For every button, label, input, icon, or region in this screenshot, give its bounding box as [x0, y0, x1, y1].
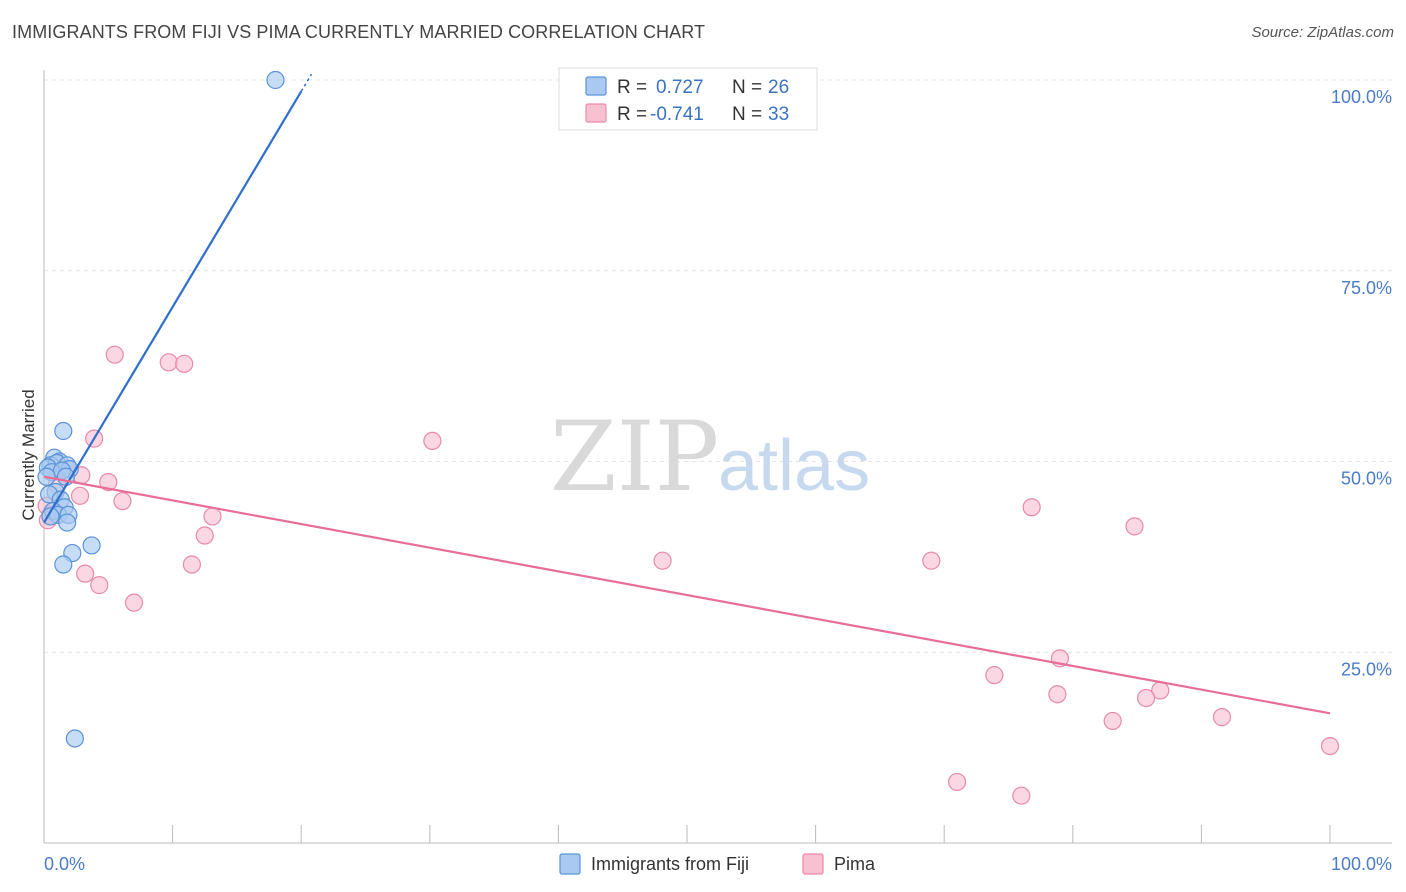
pima-point — [195, 526, 214, 545]
legend-swatch-pima — [585, 103, 607, 123]
pima-point — [1022, 498, 1041, 517]
pima-point — [203, 507, 222, 526]
trend-layer — [43, 73, 1331, 715]
chart-source: Source: ZipAtlas.com — [1251, 24, 1394, 41]
pima-point — [1320, 736, 1340, 756]
axis-layer — [43, 70, 1392, 844]
bottom-legend-swatch-fiji — [559, 853, 581, 875]
pima-point — [947, 772, 967, 792]
fiji-point — [54, 421, 73, 441]
fiji-point — [58, 513, 77, 532]
pima-point — [90, 576, 109, 595]
pima-point — [1103, 711, 1122, 731]
x-tick-label: 0.0% — [44, 854, 85, 874]
legend-box: R = 0.727 N = 26 R = -0.741 N = 33 — [558, 67, 818, 131]
pima-trend-line — [43, 475, 1331, 715]
x-tick-label: 100.0% — [1331, 854, 1392, 874]
pima-point — [922, 551, 941, 570]
pima-point — [159, 353, 178, 372]
fiji-point — [65, 729, 84, 748]
pima-point — [1012, 786, 1031, 805]
pima-point — [985, 666, 1004, 685]
pima-point — [105, 345, 124, 364]
pima-point — [124, 593, 144, 612]
pima-point — [175, 354, 194, 373]
fiji-point — [54, 555, 73, 574]
y-tick-labels: 25.0% 50.0% 75.0% 100.0% — [1331, 87, 1392, 679]
pima-point — [1048, 685, 1067, 704]
legend-n-value: 33 — [768, 104, 789, 125]
bottom-legend-label-fiji: Immigrants from Fiji — [591, 854, 749, 874]
pima-point — [113, 492, 132, 511]
watermark: ZIP atlas — [550, 401, 870, 513]
pima-point — [70, 486, 90, 505]
watermark-zip: ZIP — [550, 401, 719, 513]
pima-point — [653, 551, 672, 570]
x-tick-labels: 0.0% 100.0% — [44, 854, 1392, 874]
grid-layer — [44, 79, 1392, 653]
bottom-legend-swatch-pima — [802, 853, 824, 875]
pima-point — [1125, 517, 1144, 536]
pima-point — [423, 431, 442, 450]
legend-r-value: 0.727 — [656, 77, 704, 98]
y-tick-label: 50.0% — [1341, 469, 1392, 489]
fiji-trend-line — [43, 90, 303, 524]
fiji-point — [266, 70, 285, 90]
pima-point — [182, 555, 201, 574]
legend-n-value: 26 — [768, 77, 789, 98]
x-ticks — [43, 825, 1331, 843]
legend-r-value: -0.741 — [650, 104, 704, 125]
watermark-atlas: atlas — [718, 426, 870, 506]
pima-point — [1137, 688, 1156, 708]
legend-n-label: N = — [732, 77, 762, 98]
y-tick-label: 100.0% — [1331, 87, 1392, 107]
legend-n-label: N = — [732, 104, 762, 125]
legend-r-label: R = — [617, 104, 647, 125]
fiji-point — [82, 536, 101, 555]
legend-swatch-fiji — [585, 76, 607, 96]
y-axis-title: Currently Married — [19, 389, 38, 520]
bottom-legend-label-pima: Pima — [834, 854, 876, 874]
pima-point — [1212, 708, 1232, 727]
y-tick-label: 25.0% — [1341, 659, 1392, 679]
y-tick-label: 75.0% — [1341, 278, 1392, 298]
chart-title: IMMIGRANTS FROM FIJI VS PIMA CURRENTLY M… — [12, 22, 706, 42]
fiji-points — [37, 70, 285, 748]
bottom-legend: Immigrants from Fiji Pima — [559, 853, 876, 875]
pima-point — [99, 473, 118, 492]
fiji-trend-extension — [300, 73, 313, 92]
legend-r-label: R = — [617, 77, 647, 98]
pima-point — [76, 564, 95, 583]
